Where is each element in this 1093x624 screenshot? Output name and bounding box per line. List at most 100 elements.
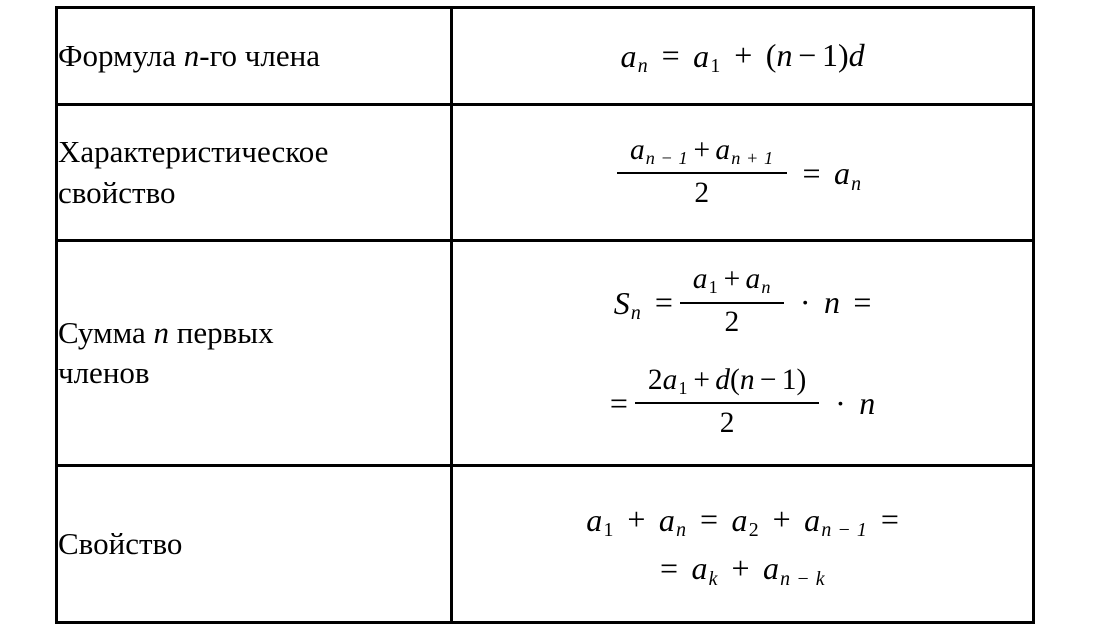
- op: =: [700, 501, 718, 538]
- op: ·: [800, 284, 811, 321]
- var: n: [740, 366, 755, 395]
- row3-label: Сумма n первых членов: [57, 241, 452, 466]
- formula: an − 1 + an + 1 2 = an: [623, 132, 861, 215]
- paren: (: [766, 37, 777, 74]
- op: +: [693, 136, 710, 165]
- sub: k: [707, 570, 718, 590]
- formula: an = a1 + (n − 1)d: [621, 37, 865, 74]
- row1-label: Формула n-го члена: [57, 8, 452, 105]
- label-line: Характеристическое: [58, 132, 450, 172]
- op: =: [610, 385, 628, 422]
- sub: 1: [677, 379, 688, 397]
- sub: n: [630, 304, 642, 324]
- num: 2: [694, 179, 709, 208]
- var: a: [834, 157, 850, 189]
- sub: n: [760, 278, 771, 296]
- row3-formula: Sn = a1 + an 2 · n =: [452, 241, 1034, 466]
- op: +: [732, 550, 750, 587]
- sub: n: [675, 521, 687, 541]
- var: a: [732, 504, 748, 536]
- sub: 1: [708, 278, 719, 296]
- formula-line: = 2a1 + d(n − 1) 2 · n: [610, 362, 875, 445]
- op: +: [773, 501, 791, 538]
- label-italic-n: n: [154, 315, 170, 350]
- sub: 1: [602, 521, 614, 541]
- table-row: Свойство a1 + an = a2 + an − 1 = = ak +: [57, 466, 1034, 623]
- op: −: [760, 366, 777, 395]
- var: n: [859, 385, 875, 422]
- table-row: Сумма n первых членов Sn = a1 + an 2: [57, 241, 1034, 466]
- num: 1: [822, 37, 838, 74]
- num: 2: [725, 308, 740, 337]
- table-row: Характеристическое свойство an − 1 + an …: [57, 105, 1034, 241]
- op: =: [853, 284, 871, 321]
- op: −: [798, 37, 816, 74]
- row2-label: Характеристическое свойство: [57, 105, 452, 241]
- label-italic-n: n: [184, 38, 200, 73]
- var: S: [614, 287, 630, 319]
- num: 2: [720, 409, 735, 438]
- sub: n − 1: [820, 521, 867, 541]
- var: d: [715, 366, 730, 395]
- var: d: [849, 37, 865, 74]
- fraction: an − 1 + an + 1 2: [623, 132, 780, 215]
- op: =: [662, 37, 680, 74]
- label-line: свойство: [58, 173, 450, 213]
- op: =: [803, 155, 821, 192]
- paren: ): [796, 366, 806, 395]
- formula-table: Формула n-го члена an = a1 + (n − 1)d Ха…: [55, 6, 1035, 624]
- label-text: Сумма: [58, 315, 154, 350]
- var: a: [804, 504, 820, 536]
- row4-formula: a1 + an = a2 + an − 1 = = ak + an − k: [452, 466, 1034, 623]
- var: a: [715, 136, 730, 165]
- formula-table-container: Формула n-го члена an = a1 + (n − 1)d Ха…: [55, 6, 1035, 624]
- var: a: [691, 552, 707, 584]
- op: +: [693, 366, 710, 395]
- var: a: [693, 265, 708, 294]
- op: =: [660, 550, 678, 587]
- paren: (: [730, 366, 740, 395]
- formula-stack: a1 + an = a2 + an − 1 = = ak + an − k: [586, 501, 899, 586]
- label-text: -го члена: [199, 38, 320, 73]
- sub: n − 1: [645, 149, 689, 167]
- var: a: [659, 504, 675, 536]
- label-line: Сумма n первых: [58, 313, 450, 353]
- var: a: [763, 552, 779, 584]
- var: a: [746, 265, 761, 294]
- row4-label: Свойство: [57, 466, 452, 623]
- label-text: Свойство: [58, 526, 182, 561]
- var: a: [630, 136, 645, 165]
- formula-stack: Sn = a1 + an 2 · n =: [610, 261, 875, 445]
- num: 1: [782, 366, 797, 395]
- label-line: членов: [58, 353, 450, 393]
- var: n: [824, 284, 840, 321]
- sub: 2: [748, 521, 760, 541]
- var: a: [586, 504, 602, 536]
- op: =: [655, 284, 673, 321]
- row2-formula: an − 1 + an + 1 2 = an: [452, 105, 1034, 241]
- num: 2: [648, 366, 663, 395]
- label-text: первых: [169, 315, 274, 350]
- var: n: [776, 37, 792, 74]
- op: =: [881, 501, 899, 538]
- sub: n − k: [779, 570, 825, 590]
- fraction: a1 + an 2: [686, 261, 777, 344]
- label-text: Формула: [58, 38, 184, 73]
- var: a: [693, 40, 709, 72]
- formula-line: a1 + an = a2 + an − 1 =: [586, 501, 899, 538]
- fraction: 2a1 + d(n − 1) 2: [641, 362, 812, 445]
- op: +: [627, 501, 645, 538]
- sub: 1: [709, 57, 721, 77]
- op: +: [724, 265, 741, 294]
- sub: n: [637, 57, 649, 77]
- sub: n: [850, 175, 862, 195]
- op: ·: [835, 385, 846, 422]
- row1-formula: an = a1 + (n − 1)d: [452, 8, 1034, 105]
- op: +: [734, 37, 752, 74]
- var: a: [621, 40, 637, 72]
- paren: ): [838, 37, 849, 74]
- formula-line: = ak + an − k: [660, 550, 825, 587]
- var: a: [663, 366, 678, 395]
- table-row: Формула n-го члена an = a1 + (n − 1)d: [57, 8, 1034, 105]
- sub: n + 1: [730, 149, 774, 167]
